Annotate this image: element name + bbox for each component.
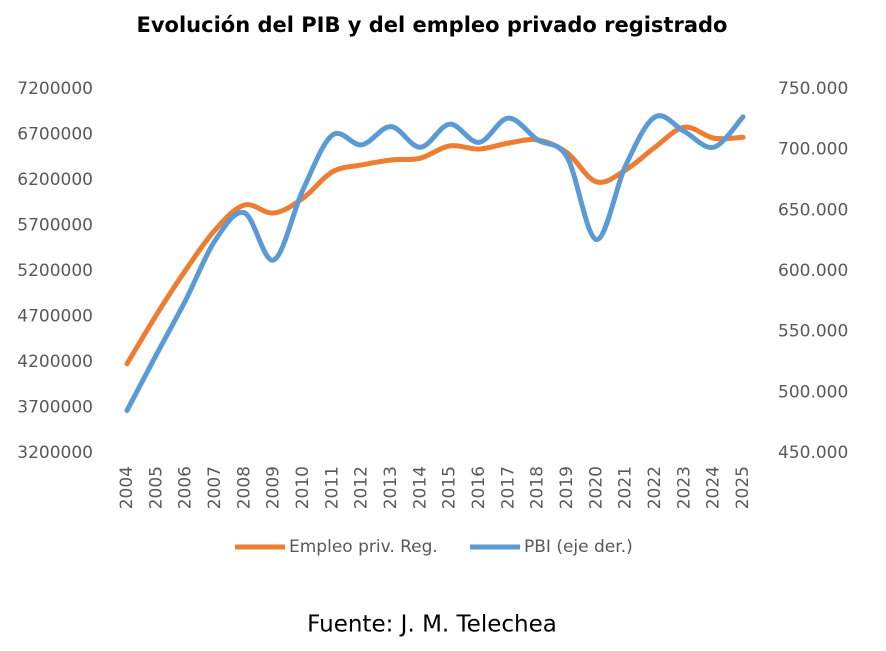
y2-tick-label: 500.000 xyxy=(778,382,848,402)
x-tick-label: 2017 xyxy=(498,466,518,509)
x-tick-label: 2015 xyxy=(440,466,460,509)
y-tick-label: 7200000 xyxy=(17,79,93,99)
y-tick-label: 6700000 xyxy=(17,125,93,145)
series-line xyxy=(124,113,746,414)
y-tick-label: 3200000 xyxy=(17,443,93,463)
chart-title: Evolución del PIB y del empleo privado r… xyxy=(137,13,728,37)
y2-tick-label: 750.000 xyxy=(778,79,848,99)
x-tick-label: 2011 xyxy=(322,466,342,509)
x-tick-label: 2021 xyxy=(616,466,636,509)
series-line xyxy=(124,124,746,367)
y-tick-label: 4200000 xyxy=(17,352,93,372)
x-tick-label: 2016 xyxy=(469,466,489,509)
y2-tick-label: 700.000 xyxy=(778,140,848,160)
legend-label: PBI (eje der.) xyxy=(524,537,633,557)
y2-tick-label: 550.000 xyxy=(778,322,848,342)
x-tick-label: 2022 xyxy=(645,466,665,509)
legend-label: Empleo priv. Reg. xyxy=(289,537,438,557)
x-tick-label: 2023 xyxy=(674,466,694,509)
x-tick-label: 2025 xyxy=(733,466,753,509)
x-tick-label: 2005 xyxy=(146,466,166,509)
x-tick-label: 2024 xyxy=(704,466,724,509)
y-tick-label: 5200000 xyxy=(17,261,93,281)
y-tick-label: 3700000 xyxy=(17,398,93,418)
y2-tick-label: 600.000 xyxy=(778,261,848,281)
x-tick-label: 2007 xyxy=(205,466,225,509)
y2-tick-label: 650.000 xyxy=(778,200,848,220)
x-tick-label: 2010 xyxy=(293,466,313,509)
x-tick-label: 2014 xyxy=(410,466,430,509)
x-tick-label: 2013 xyxy=(381,466,401,509)
y-tick-label: 5700000 xyxy=(17,216,93,236)
y2-tick-label: 450.000 xyxy=(778,443,848,463)
x-tick-label: 2006 xyxy=(176,466,196,509)
x-tick-label: 2004 xyxy=(117,466,137,509)
x-tick-label: 2018 xyxy=(528,466,548,509)
x-tick-label: 2019 xyxy=(557,466,577,509)
y-tick-label: 4700000 xyxy=(17,307,93,327)
y-tick-label: 6200000 xyxy=(17,170,93,190)
x-tick-label: 2009 xyxy=(264,466,284,509)
chart-source: Fuente: J. M. Telechea xyxy=(307,612,557,638)
x-tick-label: 2020 xyxy=(586,466,606,509)
x-tick-label: 2012 xyxy=(352,466,372,509)
x-tick-label: 2008 xyxy=(234,466,254,509)
